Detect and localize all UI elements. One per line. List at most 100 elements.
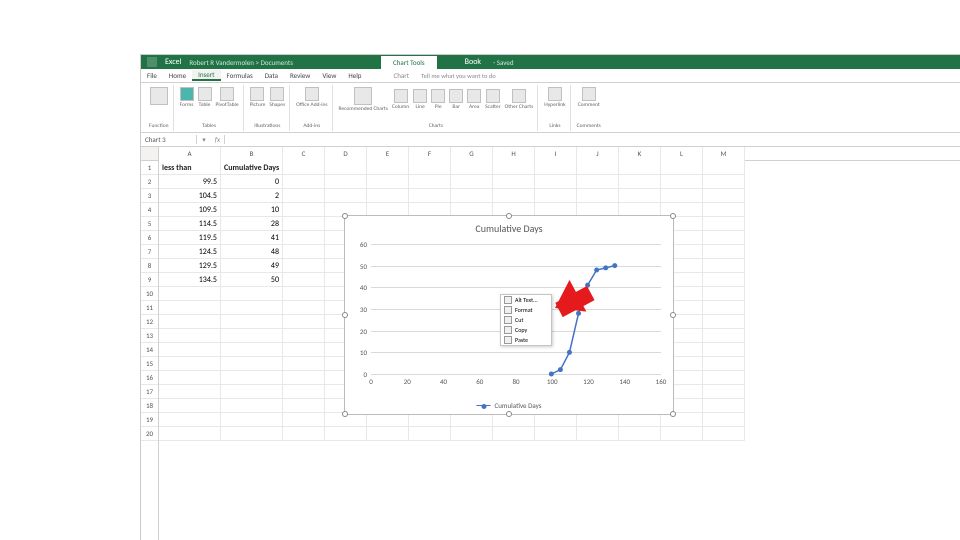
cell[interactable] [619, 175, 661, 189]
cell[interactable] [619, 427, 661, 441]
table-icon[interactable] [198, 87, 212, 101]
ctx-format[interactable]: Format [501, 305, 551, 315]
cell[interactable] [703, 357, 745, 371]
namebox-dropdown-icon[interactable]: ▾ [197, 135, 211, 144]
ctx-copy[interactable]: Copy [501, 325, 551, 335]
cell[interactable] [367, 427, 409, 441]
cell[interactable] [367, 189, 409, 203]
grid[interactable]: less thanCumulative Days99.50104.52109.5… [159, 161, 960, 540]
cell[interactable] [493, 413, 535, 427]
cell[interactable] [283, 343, 325, 357]
cell[interactable] [159, 413, 221, 427]
cell[interactable]: 99.5 [159, 175, 221, 189]
cell[interactable] [661, 161, 703, 175]
cell[interactable] [283, 301, 325, 315]
row-header[interactable]: 20 [141, 427, 158, 441]
cell[interactable] [283, 385, 325, 399]
row-header[interactable]: 9 [141, 273, 158, 287]
cell[interactable] [283, 329, 325, 343]
cell[interactable] [535, 413, 577, 427]
row-header[interactable]: 17 [141, 385, 158, 399]
cell[interactable] [661, 175, 703, 189]
cell[interactable]: 48 [221, 245, 283, 259]
cell[interactable] [221, 427, 283, 441]
cell[interactable] [283, 189, 325, 203]
name-box[interactable]: Chart 3 [141, 135, 197, 144]
cell[interactable] [703, 245, 745, 259]
cell[interactable] [283, 315, 325, 329]
menu-home[interactable]: Home [163, 71, 192, 80]
col-header[interactable]: D [325, 147, 367, 161]
column-chart-icon[interactable] [394, 89, 408, 103]
chart-tools-tab[interactable]: Chart Tools [381, 56, 437, 69]
row-header[interactable]: 5 [141, 217, 158, 231]
col-header[interactable]: K [619, 147, 661, 161]
row-header[interactable]: 18 [141, 399, 158, 413]
ctx-cut[interactable]: Cut [501, 315, 551, 325]
cell[interactable] [451, 413, 493, 427]
cell[interactable] [221, 343, 283, 357]
cell[interactable] [159, 315, 221, 329]
col-header[interactable]: B [221, 147, 283, 161]
menu-file[interactable]: File [141, 71, 163, 80]
cell[interactable] [703, 301, 745, 315]
menu-data[interactable]: Data [259, 71, 284, 80]
cell[interactable] [325, 161, 367, 175]
cell[interactable]: 104.5 [159, 189, 221, 203]
select-all-corner[interactable] [141, 147, 159, 161]
col-header[interactable]: E [367, 147, 409, 161]
ctx-alt-text[interactable]: Alt Text... [501, 295, 551, 305]
cell[interactable] [703, 385, 745, 399]
cell[interactable] [619, 189, 661, 203]
cell[interactable]: 124.5 [159, 245, 221, 259]
cell[interactable]: 28 [221, 217, 283, 231]
cell[interactable] [283, 273, 325, 287]
cell[interactable] [703, 427, 745, 441]
cell[interactable] [703, 399, 745, 413]
cell[interactable] [367, 161, 409, 175]
cell[interactable] [221, 371, 283, 385]
menu-insert[interactable]: Insert [192, 70, 220, 81]
cell[interactable] [159, 399, 221, 413]
resize-handle[interactable] [670, 213, 676, 219]
cell[interactable] [409, 427, 451, 441]
cell[interactable] [661, 427, 703, 441]
fx-icon[interactable]: fx [211, 135, 225, 144]
menu-review[interactable]: Review [284, 71, 316, 80]
cell[interactable] [283, 259, 325, 273]
cell[interactable] [703, 189, 745, 203]
resize-handle[interactable] [670, 411, 676, 417]
tell-me[interactable]: Tell me what you want to do [415, 72, 502, 80]
hyperlink-icon[interactable] [548, 87, 562, 101]
cell[interactable] [703, 273, 745, 287]
cell[interactable]: 134.5 [159, 273, 221, 287]
menu-view[interactable]: View [316, 71, 342, 80]
col-header[interactable]: M [703, 147, 745, 161]
cell[interactable] [661, 189, 703, 203]
col-header[interactable]: L [661, 147, 703, 161]
cell[interactable]: 49 [221, 259, 283, 273]
cell[interactable]: 129.5 [159, 259, 221, 273]
cell[interactable] [451, 175, 493, 189]
forms-icon[interactable] [180, 87, 194, 101]
cell[interactable]: 119.5 [159, 231, 221, 245]
resize-handle[interactable] [506, 411, 512, 417]
shapes-icon[interactable] [270, 87, 284, 101]
cell[interactable]: 2 [221, 189, 283, 203]
row-header[interactable]: 16 [141, 371, 158, 385]
ctx-paste[interactable]: Paste [501, 335, 551, 345]
cell[interactable] [409, 413, 451, 427]
cell[interactable] [409, 189, 451, 203]
cell[interactable] [221, 399, 283, 413]
col-header[interactable]: F [409, 147, 451, 161]
cell[interactable] [577, 413, 619, 427]
cell[interactable] [325, 189, 367, 203]
scatter-chart-icon[interactable] [486, 89, 500, 103]
cell[interactable] [703, 413, 745, 427]
cell[interactable] [221, 385, 283, 399]
line-chart-icon[interactable] [413, 89, 427, 103]
cell[interactable] [159, 357, 221, 371]
picture-icon[interactable] [250, 87, 264, 101]
cell[interactable] [661, 413, 703, 427]
cell[interactable] [703, 217, 745, 231]
